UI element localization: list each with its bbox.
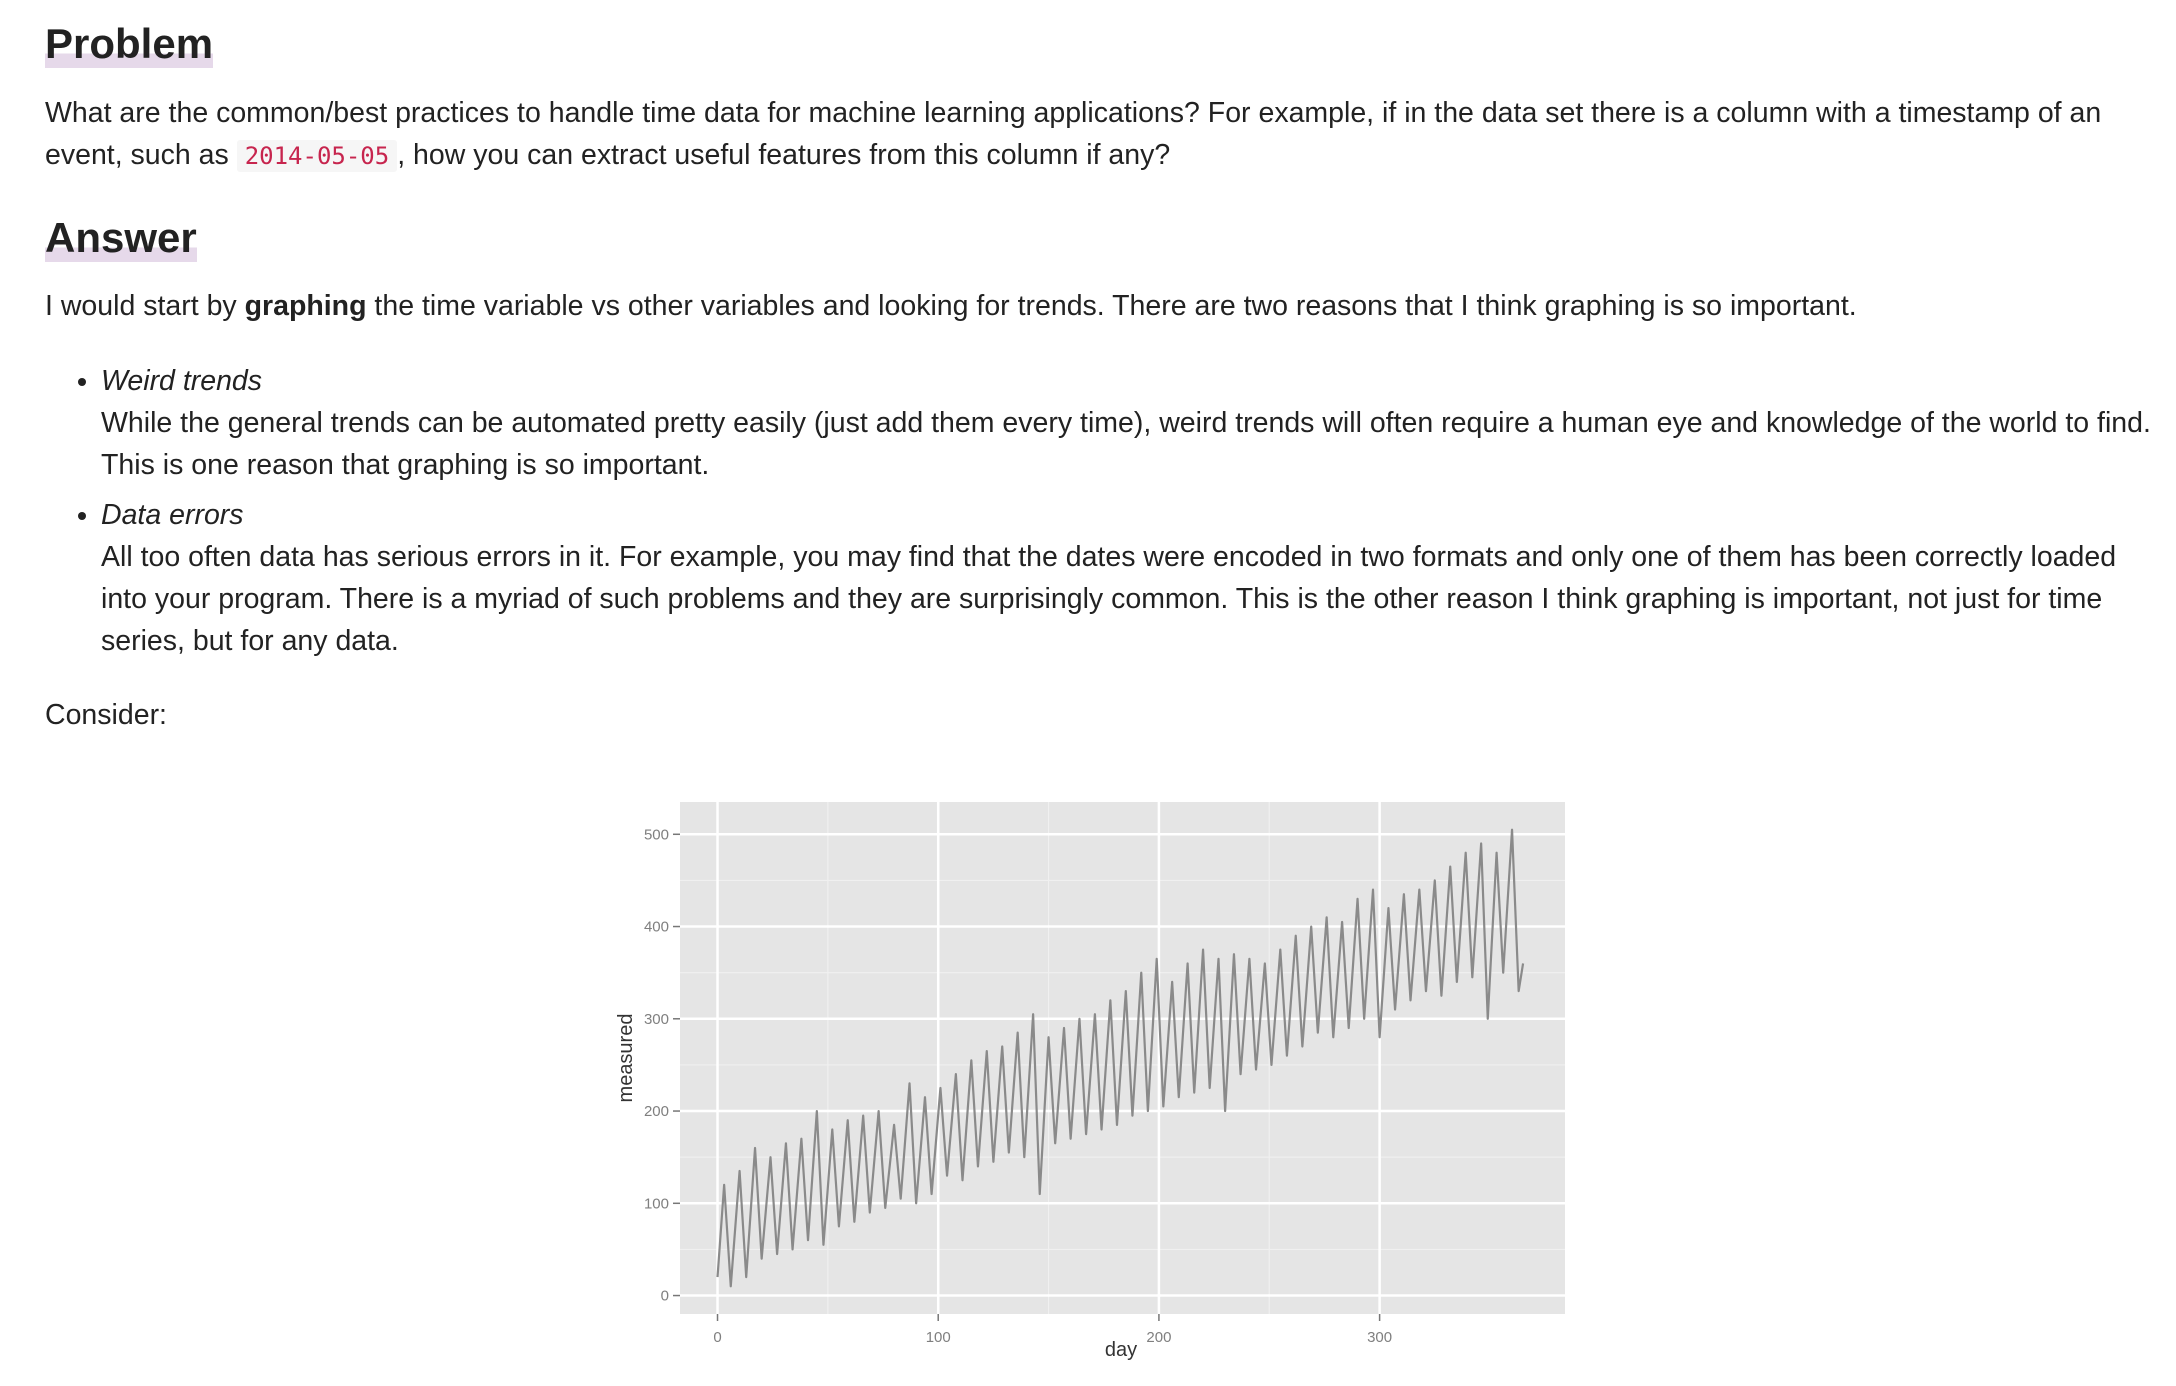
data-line bbox=[716, 828, 1525, 1288]
plot-panel bbox=[680, 802, 1565, 1314]
x-tick-label: 200 bbox=[1146, 1329, 1171, 1346]
item-title: Data errors bbox=[101, 499, 244, 531]
paragraph: I would start by graphing the time varia… bbox=[45, 285, 2155, 327]
text: I would start by bbox=[45, 290, 237, 322]
text: , how you can extract useful features fr… bbox=[397, 139, 1171, 171]
list-item: Data errors All too often data has seriou… bbox=[101, 494, 2155, 662]
paragraph: What are the common/best practices to ha… bbox=[45, 92, 2155, 177]
x-tick-label: 300 bbox=[1367, 1329, 1392, 1346]
heading: Answer bbox=[45, 214, 197, 262]
x-axis-label: day bbox=[1105, 1339, 1137, 1361]
heading: Problem bbox=[45, 20, 214, 68]
inline-code: 2014-05-05 bbox=[236, 140, 398, 172]
item-body: All too often data has serious errors in… bbox=[101, 541, 2117, 657]
y-tick-label: 0 bbox=[661, 1288, 669, 1305]
text: What are the common/best practices to ha… bbox=[45, 97, 2102, 171]
paragraph: Consider: bbox=[45, 699, 167, 731]
x-tick-label: 100 bbox=[926, 1329, 951, 1346]
y-tick-label: 400 bbox=[644, 919, 669, 936]
y-tick-label: 300 bbox=[644, 1011, 669, 1028]
item-body: While the general trends can be automate… bbox=[101, 407, 2151, 481]
y-tick-label: 500 bbox=[644, 826, 669, 843]
bold-text: graphing bbox=[244, 290, 367, 322]
list-item: Weird trends While the general trends can… bbox=[101, 360, 2155, 486]
text: the time variable vs other variables and… bbox=[374, 290, 1857, 322]
x-tick-label: 0 bbox=[713, 1329, 721, 1346]
y-tick-label: 100 bbox=[644, 1195, 669, 1212]
list: Weird trends While the general trends can… bbox=[45, 360, 2155, 670]
y-axis-label: measured bbox=[615, 1014, 637, 1103]
y-tick-label: 200 bbox=[644, 1103, 669, 1120]
item-title: Weird trends bbox=[101, 365, 263, 397]
